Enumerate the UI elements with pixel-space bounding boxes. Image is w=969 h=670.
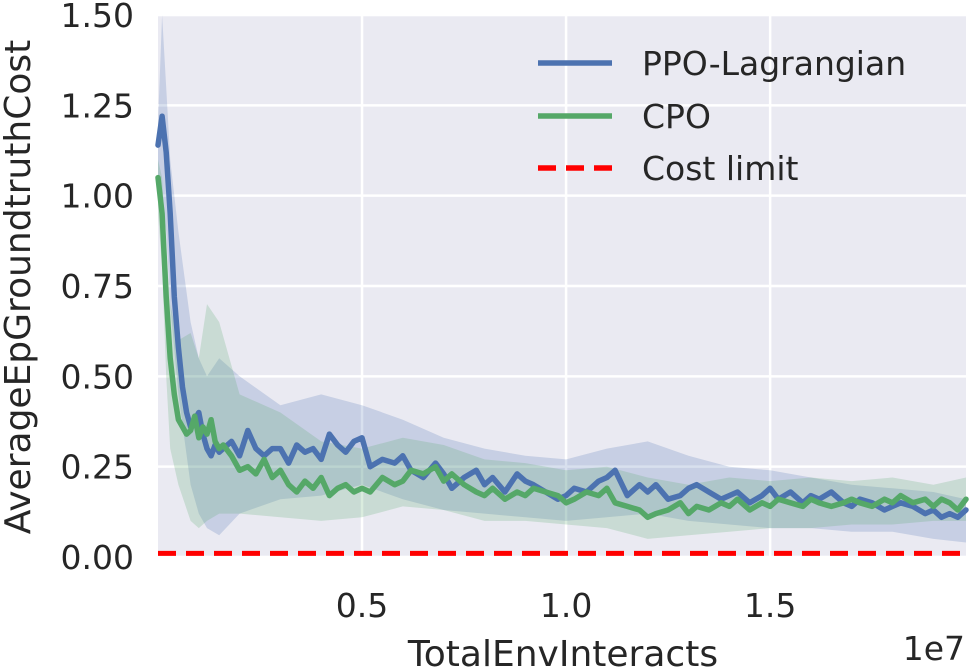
legend-label: CPO bbox=[642, 97, 711, 136]
x-tick-label: 0.5 bbox=[336, 586, 388, 625]
x-axis-offset-label: 1e7 bbox=[903, 629, 965, 668]
y-tick-label: 0.00 bbox=[61, 538, 134, 577]
y-tick-label: 1.00 bbox=[61, 177, 134, 216]
y-tick-label: 0.50 bbox=[61, 357, 134, 396]
series-line bbox=[155, 174, 969, 521]
legend-label: PPO-Lagrangian bbox=[642, 44, 906, 83]
y-axis-label: AverageEpGroundtruthCost bbox=[0, 40, 39, 535]
y-tick-label: 1.50 bbox=[61, 0, 134, 35]
x-tick-label: 1.5 bbox=[744, 586, 796, 625]
x-axis-label: TotalEnvInteracts bbox=[407, 634, 718, 670]
confidence-band bbox=[158, 15, 966, 543]
y-tick-label: 0.25 bbox=[61, 448, 134, 487]
x-tick-label: 1.0 bbox=[540, 586, 592, 625]
y-tick-label: 1.25 bbox=[61, 86, 134, 125]
legend-label: Cost limit bbox=[642, 149, 799, 188]
y-tick-label: 0.75 bbox=[61, 267, 134, 306]
